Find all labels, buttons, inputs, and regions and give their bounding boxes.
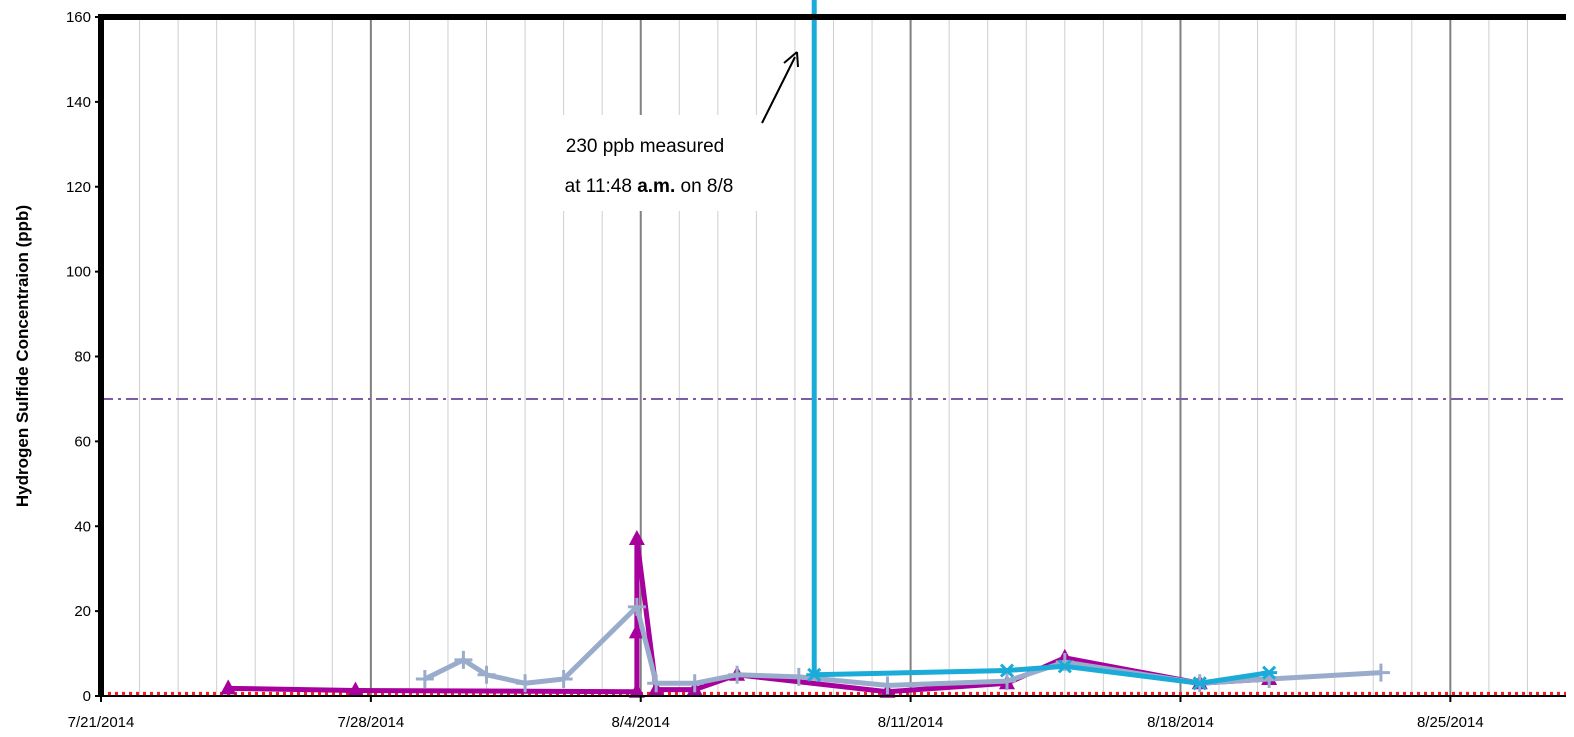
y-tick-label: 160 [66,9,91,26]
annotation-line-1: 230 ppb measured [566,136,724,157]
y-tick-label: 40 [74,518,91,535]
series-plus [415,597,1390,695]
plus-marker [627,597,646,616]
tick-labels: 0 20 40 60 80 100 120 140 160 7/21/2014 7/28/2014 8… [66,9,1484,731]
triangle-marker [628,529,645,545]
x-tick-label: 7/28/2014 [338,714,405,731]
plus-marker [789,667,808,686]
plus-marker [415,670,434,689]
annotation-arrow-shaft [761,56,796,124]
triangle-marker [347,681,364,697]
annotation-date: on 8/8 [675,176,733,197]
annotation-line-2: at 11:48 a.m. on 8/8 [565,176,734,197]
data-series [220,0,1390,698]
plus-marker [997,672,1016,691]
plus-marker [1371,663,1390,682]
y-tick-label: 0 [83,688,91,705]
x-tick-label: 8/18/2014 [1147,714,1214,731]
plus-marker [685,674,704,693]
annotation-box [527,115,767,211]
y-axis-title: Hydrogen Sulfide Concentraion (ppb) [13,205,32,507]
grid-lines [139,17,1528,696]
asterisk-marker [1191,676,1208,691]
plus-marker [554,670,573,689]
axes [98,14,1566,697]
series-line [811,0,1270,686]
x-tick-label: 8/11/2014 [878,714,944,731]
y-tick-label: 60 [74,433,91,450]
plus-marker [647,674,666,693]
triangle-marker [628,682,645,698]
y-tick-label: 100 [66,264,91,281]
annotation-time: at 11:48 [565,176,638,197]
x-tick-label: 8/4/2014 [612,714,670,731]
annotation-arrowhead-icon [783,51,799,68]
y-tick-label: 80 [74,349,91,366]
triangle-marker [628,623,645,639]
asterisk-marker [1056,659,1073,674]
asterisk-marker [998,663,1015,678]
y-tick-label: 140 [66,94,91,111]
asterisk-marker [806,667,823,682]
asterisk-marker [1261,665,1278,680]
plus-marker [878,676,897,695]
plus-marker [516,674,535,693]
x-tick-label: 7/21/2014 [68,714,135,731]
plus-marker [477,665,496,684]
x-tick-label: 8/25/2014 [1417,714,1484,731]
y-tick-label: 120 [66,179,91,196]
y-tick-label: 20 [74,603,91,620]
reference-lines [101,397,1566,696]
plus-marker [454,650,473,669]
plus-marker [728,665,747,684]
triangle-marker [220,679,237,695]
series-asterisk [806,0,1278,691]
annotation-am: a.m. [637,176,675,197]
annotation: 230 ppb measured at 11:48 a.m. on 8/8 [527,51,799,211]
